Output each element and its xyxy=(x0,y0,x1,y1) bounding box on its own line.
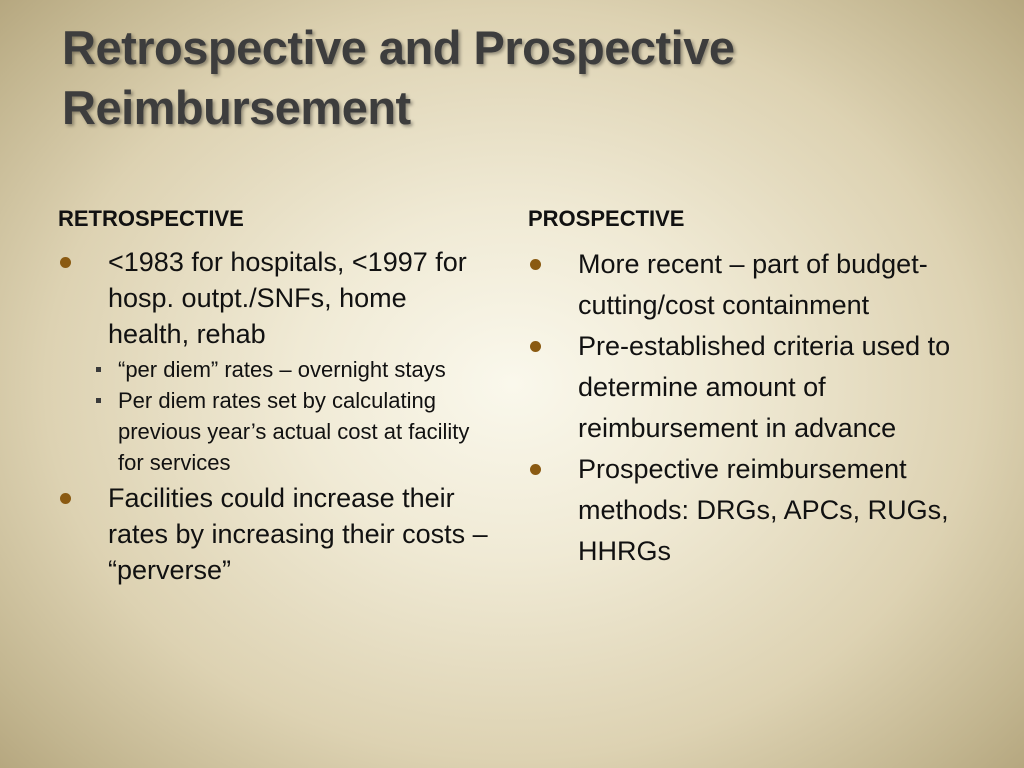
square-bullet-icon xyxy=(96,398,101,403)
slide-title: Retrospective and Prospective Reimbursem… xyxy=(62,18,962,138)
sub-bullet-text: “per diem” rates – overnight stays xyxy=(118,357,446,382)
bullet-dot-icon xyxy=(530,341,541,352)
bullet-dot-icon xyxy=(530,259,541,270)
retrospective-heading: RETROSPECTIVE xyxy=(58,206,244,231)
title-line-2: Reimbursement xyxy=(62,81,411,134)
bullet-dot-icon xyxy=(60,493,71,504)
retrospective-bullet-list: <1983 for hospitals, <1997 for hosp. out… xyxy=(58,244,488,588)
prospective-bullet-list: More recent – part of budget-cutting/cos… xyxy=(528,244,978,572)
bullet-text: Facilities could increase their rates by… xyxy=(108,483,488,585)
bullet-dot-icon xyxy=(60,257,71,268)
bullet-dot-icon xyxy=(530,464,541,475)
list-item: Facilities could increase their rates by… xyxy=(58,480,488,588)
prospective-column: PROSPECTIVE More recent – part of budget… xyxy=(528,204,978,572)
bullet-text: Pre-established criteria used to determi… xyxy=(578,331,951,443)
list-item: More recent – part of budget-cutting/cos… xyxy=(528,244,978,326)
bullet-text: Prospective reimbursement methods: DRGs,… xyxy=(578,454,949,566)
list-item: Prospective reimbursement methods: DRGs,… xyxy=(528,449,978,572)
list-item: Pre-established criteria used to determi… xyxy=(528,326,978,449)
retrospective-column: RETROSPECTIVE <1983 for hospitals, <1997… xyxy=(58,204,488,588)
sub-list-item: Per diem rates set by calculating previo… xyxy=(96,385,488,478)
bullet-text: <1983 for hospitals, <1997 for hosp. out… xyxy=(108,247,467,349)
list-item: <1983 for hospitals, <1997 for hosp. out… xyxy=(58,244,488,478)
square-bullet-icon xyxy=(96,367,101,372)
sub-list-item: “per diem” rates – overnight stays xyxy=(96,354,488,385)
prospective-heading: PROSPECTIVE xyxy=(528,206,685,231)
title-line-1: Retrospective and Prospective xyxy=(62,21,735,74)
sub-bullet-text: Per diem rates set by calculating previo… xyxy=(118,388,470,475)
bullet-text: More recent – part of budget-cutting/cos… xyxy=(578,249,928,320)
sub-bullet-list: “per diem” rates – overnight stays Per d… xyxy=(96,354,488,478)
